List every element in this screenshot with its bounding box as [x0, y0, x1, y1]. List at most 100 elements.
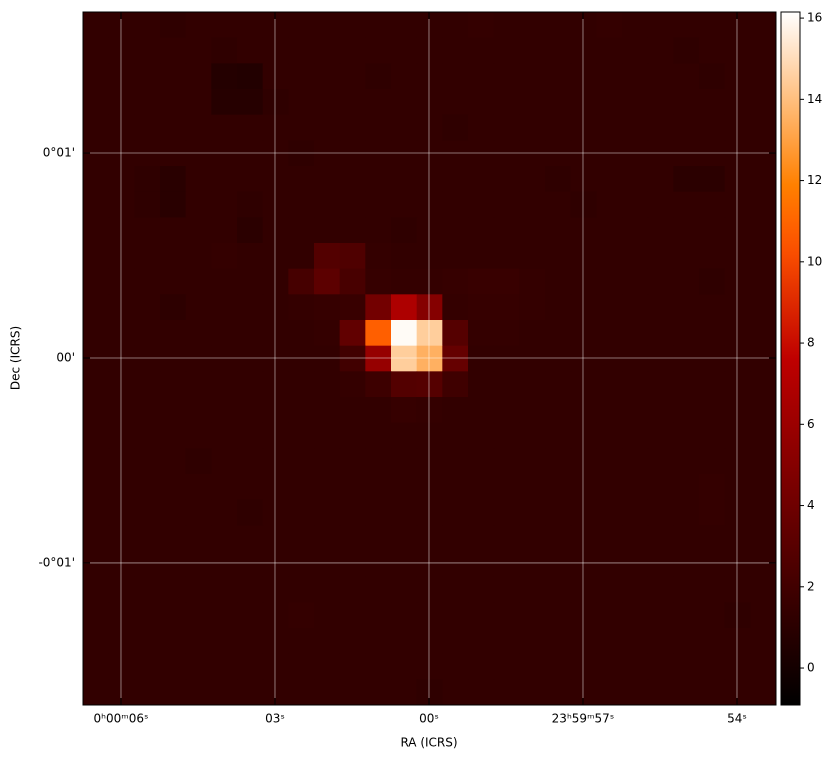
pixel: [519, 602, 546, 629]
pixel: [160, 422, 187, 449]
pixel: [237, 320, 264, 347]
pixel: [185, 679, 212, 706]
pixel: [545, 217, 572, 244]
pixel: [339, 422, 366, 449]
pixel: [442, 576, 469, 603]
pixel: [750, 653, 777, 680]
pixel: [724, 217, 751, 244]
pixel: [416, 576, 443, 603]
pixel: [108, 422, 135, 449]
pixel: [442, 525, 469, 552]
pixel: [365, 448, 392, 475]
pixel: [185, 89, 212, 116]
pixel: [570, 653, 597, 680]
pixel: [750, 448, 777, 475]
pixel: [288, 37, 315, 64]
pixel: [570, 525, 597, 552]
pixel: [108, 653, 135, 680]
pixel: [596, 525, 623, 552]
pixel: [647, 525, 674, 552]
pixel: [647, 371, 674, 398]
x-tick-label: 03ˢ: [265, 712, 285, 726]
pixel: [83, 243, 110, 270]
pixel: [673, 422, 700, 449]
pixel: [391, 628, 418, 655]
pixel: [185, 653, 212, 680]
pixel: [237, 679, 264, 706]
pixel: [416, 294, 443, 321]
pixel: [134, 217, 161, 244]
pixel: [622, 191, 649, 218]
pixel: [237, 448, 264, 475]
pixel: [237, 63, 264, 90]
pixel: [288, 320, 315, 347]
pixel: [211, 37, 238, 64]
pixel: [442, 551, 469, 578]
pixel: [262, 37, 289, 64]
pixel: [596, 628, 623, 655]
pixel: [493, 576, 520, 603]
pixel: [134, 422, 161, 449]
pixel: [237, 89, 264, 116]
pixel: [596, 602, 623, 629]
pixel: [519, 576, 546, 603]
pixel: [416, 525, 443, 552]
pixel: [468, 89, 495, 116]
pixel: [673, 628, 700, 655]
pixel: [468, 525, 495, 552]
pixel: [83, 114, 110, 141]
pixel: [442, 422, 469, 449]
pixel: [211, 243, 238, 270]
pixel: [83, 602, 110, 629]
pixel: [622, 602, 649, 629]
pixel: [211, 320, 238, 347]
pixel: [160, 448, 187, 475]
pixel: [673, 576, 700, 603]
pixel: [237, 191, 264, 218]
pixel: [468, 63, 495, 90]
pixel: [185, 63, 212, 90]
pixel: [134, 397, 161, 424]
pixel: [185, 114, 212, 141]
colorbar-tick-label: 2: [807, 579, 815, 593]
pixel: [493, 320, 520, 347]
pixel: [83, 679, 110, 706]
pixel: [750, 474, 777, 501]
pixel: [468, 114, 495, 141]
pixel: [724, 551, 751, 578]
pixel: [134, 268, 161, 295]
pixel: [416, 422, 443, 449]
pixel: [570, 397, 597, 424]
pixel: [570, 243, 597, 270]
pixel: [83, 371, 110, 398]
pixel: [108, 551, 135, 578]
pixel: [416, 37, 443, 64]
pixel: [519, 63, 546, 90]
pixel: [493, 551, 520, 578]
pixel: [519, 397, 546, 424]
pixel: [391, 345, 418, 372]
pixel: [647, 679, 674, 706]
colorbar-tick-label: 10: [807, 254, 822, 268]
pixel: [493, 499, 520, 526]
pixel: [108, 602, 135, 629]
pixel: [570, 191, 597, 218]
pixel: [288, 474, 315, 501]
pixel: [596, 63, 623, 90]
pixel: [416, 268, 443, 295]
pixel: [83, 499, 110, 526]
pixel: [288, 371, 315, 398]
pixel: [468, 268, 495, 295]
pixel: [699, 525, 726, 552]
pixel: [699, 474, 726, 501]
pixel: [570, 345, 597, 372]
pixel: [288, 551, 315, 578]
pixel: [519, 499, 546, 526]
pixel: [262, 371, 289, 398]
pixel: [493, 628, 520, 655]
pixel: [596, 397, 623, 424]
pixel: [699, 89, 726, 116]
pixel: [545, 679, 572, 706]
pixel: [647, 602, 674, 629]
pixel: [237, 217, 264, 244]
